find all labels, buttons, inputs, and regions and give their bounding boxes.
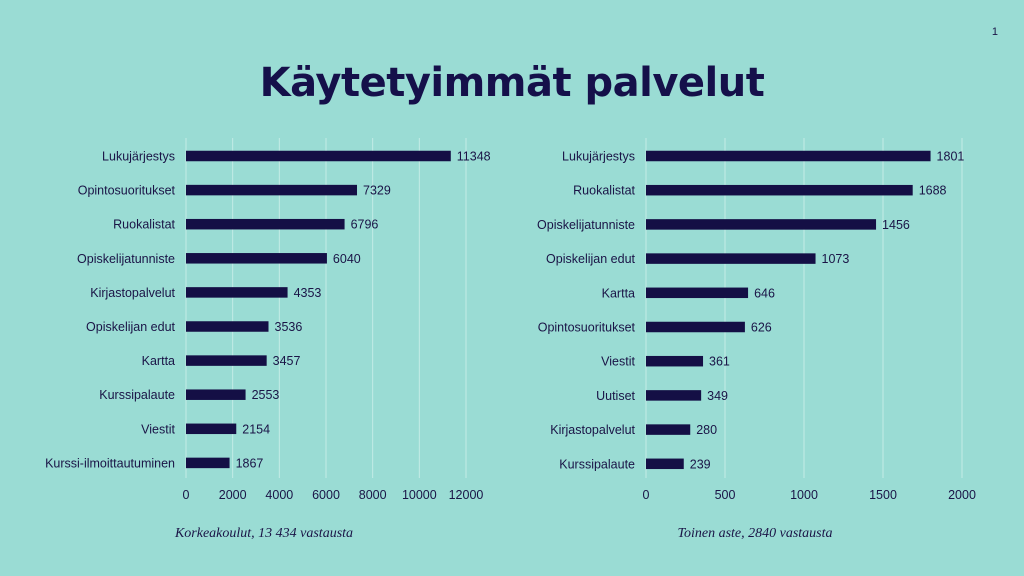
x-tick-label: 1500 (869, 488, 897, 502)
category-label-ruokalistat: Ruokalistat (113, 218, 175, 232)
x-tick-label: 10000 (402, 488, 437, 502)
data-label-uutiset: 349 (707, 389, 728, 403)
data-label-kartta: 646 (754, 286, 775, 300)
chart-caption-toinen-aste: Toinen aste, 2840 vastausta (677, 526, 833, 541)
category-label-kurssi-ilmoittautuminen: Kurssi-ilmoittautuminen (45, 456, 175, 470)
slide-title: Käytetyimmät palvelut (259, 60, 765, 106)
x-tick-label: 2000 (219, 488, 247, 502)
category-label-lukujarjestys: Lukujärjestys (102, 150, 175, 164)
category-label-kartta: Kartta (142, 354, 175, 368)
bar-opiskelijan-edut (646, 253, 816, 264)
category-label-ruokalistat: Ruokalistat (573, 184, 635, 198)
category-label-kurssipalaute: Kurssipalaute (559, 457, 635, 471)
bar-kartta (646, 287, 749, 299)
category-label-opiskelijatunniste: Opiskelijatunniste (77, 252, 175, 266)
chart-caption-korkeakoulut: Korkeakoulut, 13 434 vastausta (174, 526, 354, 541)
bar-kurssipalaute (646, 458, 684, 470)
category-label-opintosuoritukset: Opintosuoritukset (538, 321, 636, 335)
bar-viestit (646, 355, 704, 367)
data-label-ruokalistat: 1688 (919, 184, 947, 198)
data-label-lukujarjestys: 1801 (937, 150, 965, 164)
data-label-opiskelijan-edut: 3536 (275, 320, 303, 334)
bar-ruokalistat (646, 184, 913, 196)
category-label-opiskelijan-edut: Opiskelijan edut (86, 320, 175, 334)
category-label-uutiset: Uutiset (596, 389, 635, 403)
data-label-kurssipalaute: 239 (690, 457, 711, 471)
x-tick-label: 2000 (948, 488, 976, 502)
category-label-opiskelijatunniste: Opiskelijatunniste (537, 218, 635, 232)
category-label-viestit: Viestit (601, 355, 635, 369)
bar-kartta (186, 355, 267, 366)
category-label-lukujarjestys: Lukujärjestys (562, 150, 635, 164)
data-label-opiskelijatunniste: 6040 (333, 252, 361, 266)
category-label-opintosuoritukset: Opintosuoritukset (78, 184, 176, 198)
category-label-opiskelijan-edut: Opiskelijan edut (546, 252, 635, 266)
bar-uutiset (646, 390, 702, 401)
bar-ruokalistat (186, 218, 345, 230)
page-number: 1 (991, 26, 998, 38)
category-label-kartta: Kartta (602, 286, 635, 300)
bar-kirjastopalvelut (646, 424, 691, 435)
data-label-kirjastopalvelut: 280 (696, 423, 717, 437)
x-tick-label: 8000 (359, 488, 387, 502)
bar-opintosuoritukset (646, 321, 745, 333)
bar-opiskelijatunniste (186, 253, 327, 264)
data-label-opiskelijatunniste: 1456 (882, 218, 910, 232)
x-tick-label: 4000 (265, 488, 293, 502)
category-label-kirjastopalvelut: Kirjastopalvelut (550, 423, 635, 437)
category-label-viestit: Viestit (141, 422, 175, 436)
bar-viestit (186, 423, 237, 435)
category-label-kurssipalaute: Kurssipalaute (99, 388, 175, 402)
bar-lukujarjestys (646, 150, 931, 162)
x-tick-label: 1000 (790, 488, 818, 502)
data-label-opintosuoritukset: 626 (751, 321, 772, 335)
data-label-kurssipalaute: 2553 (252, 388, 280, 402)
x-tick-label: 0 (183, 488, 190, 502)
bar-opintosuoritukset (186, 184, 358, 196)
data-label-viestit: 361 (709, 355, 730, 369)
data-label-viestit: 2154 (242, 422, 270, 436)
bar-opiskelijan-edut (186, 321, 269, 332)
bar-opiskelijatunniste (646, 219, 877, 230)
data-label-kirjastopalvelut: 4353 (294, 286, 322, 300)
data-label-opintosuoritukset: 7329 (363, 184, 391, 198)
bar-kirjastopalvelut (186, 287, 288, 298)
bar-lukujarjestys (186, 150, 451, 162)
x-tick-label: 0 (643, 488, 650, 502)
data-label-lukujarjestys: 11348 (457, 150, 491, 164)
x-tick-label: 12000 (449, 488, 484, 502)
data-label-kartta: 3457 (273, 354, 301, 368)
category-label-kirjastopalvelut: Kirjastopalvelut (90, 286, 175, 300)
data-label-kurssi-ilmoittautuminen: 1867 (236, 456, 264, 470)
x-tick-label: 6000 (312, 488, 340, 502)
x-tick-label: 500 (715, 488, 736, 502)
data-label-ruokalistat: 6796 (351, 218, 379, 232)
data-label-opiskelijan-edut: 1073 (822, 252, 850, 266)
bar-kurssi-ilmoittautuminen (186, 457, 230, 469)
bar-kurssipalaute (186, 389, 246, 400)
